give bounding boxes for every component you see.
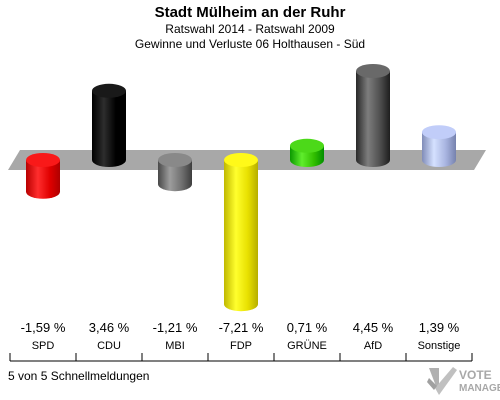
bar-cdu xyxy=(92,83,126,167)
chart-subtitle-comparison: Ratswahl 2014 - Ratswahl 2009 xyxy=(165,22,335,36)
value-label: 1,39 % xyxy=(419,320,460,335)
bar-fdp xyxy=(224,153,258,312)
category-label: AfD xyxy=(364,340,382,352)
category-label: SPD xyxy=(32,340,55,352)
category-label: GRÜNE xyxy=(287,340,327,352)
value-label: 4,45 % xyxy=(353,320,394,335)
logo-text-manager: MANAGER xyxy=(459,383,500,394)
logo-text-vote: VOTE xyxy=(459,368,492,382)
bar-afd xyxy=(356,64,390,167)
chart-subtitle-district: Gewinne und Verluste 06 Holthausen - Süd xyxy=(134,37,366,51)
reporting-status: 5 von 5 Schnellmeldungen xyxy=(8,369,150,383)
value-label: 3,46 % xyxy=(89,320,130,335)
bar-grüne xyxy=(290,138,324,167)
category-label: Sonstige xyxy=(418,340,461,352)
value-label: -1,21 % xyxy=(153,320,198,335)
checkmark-icon xyxy=(427,367,457,395)
category-label: CDU xyxy=(97,340,121,352)
votemanager-logo: VOTE MANAGER xyxy=(425,364,500,398)
value-label: -7,21 % xyxy=(219,320,264,335)
value-label: 0,71 % xyxy=(287,320,328,335)
value-label: -1,59 % xyxy=(21,320,66,335)
bar-mbi xyxy=(158,153,192,192)
category-label: MBI xyxy=(165,340,185,352)
bar-spd xyxy=(26,153,60,199)
chart-title: Stadt Mülheim an der Ruhr xyxy=(154,4,346,21)
bar-sonstige xyxy=(422,125,456,167)
category-label: FDP xyxy=(230,340,252,352)
